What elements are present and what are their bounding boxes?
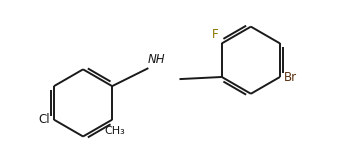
- Text: Cl: Cl: [38, 113, 50, 126]
- Text: CH₃: CH₃: [104, 126, 125, 136]
- Text: F: F: [212, 28, 218, 41]
- Text: Br: Br: [284, 71, 297, 84]
- Text: NH: NH: [148, 53, 165, 66]
